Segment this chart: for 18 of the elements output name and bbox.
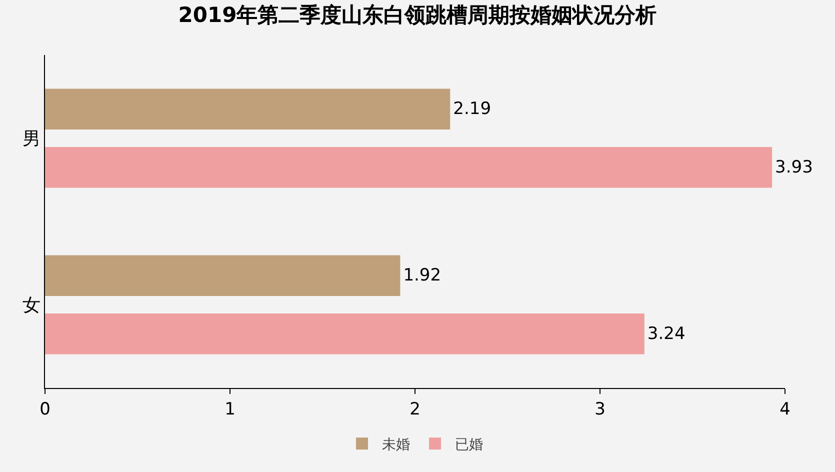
bar	[45, 313, 644, 354]
bar	[45, 146, 772, 188]
bar	[45, 255, 400, 296]
data-label: 1.92	[403, 266, 442, 286]
data-label: 3.24	[647, 324, 686, 344]
bar	[45, 88, 450, 130]
x-tick-label: 1	[224, 399, 236, 420]
data-label: 3.93	[775, 157, 813, 178]
y-tick-label: 男	[22, 128, 40, 150]
legend-label: 已婚	[455, 437, 483, 454]
x-tick-label: 3	[594, 399, 606, 420]
legend-label: 未婚	[382, 437, 410, 454]
chart-title: 2019年第二季度山东白领跳槽周期按婚姻状况分析	[178, 2, 657, 27]
x-tick-label: 4	[780, 399, 790, 420]
data-label: 2.19	[453, 99, 492, 120]
y-tick-label: 女	[22, 295, 40, 316]
x-tick-label: 2	[410, 399, 420, 420]
x-tick-label: 0	[40, 399, 50, 420]
